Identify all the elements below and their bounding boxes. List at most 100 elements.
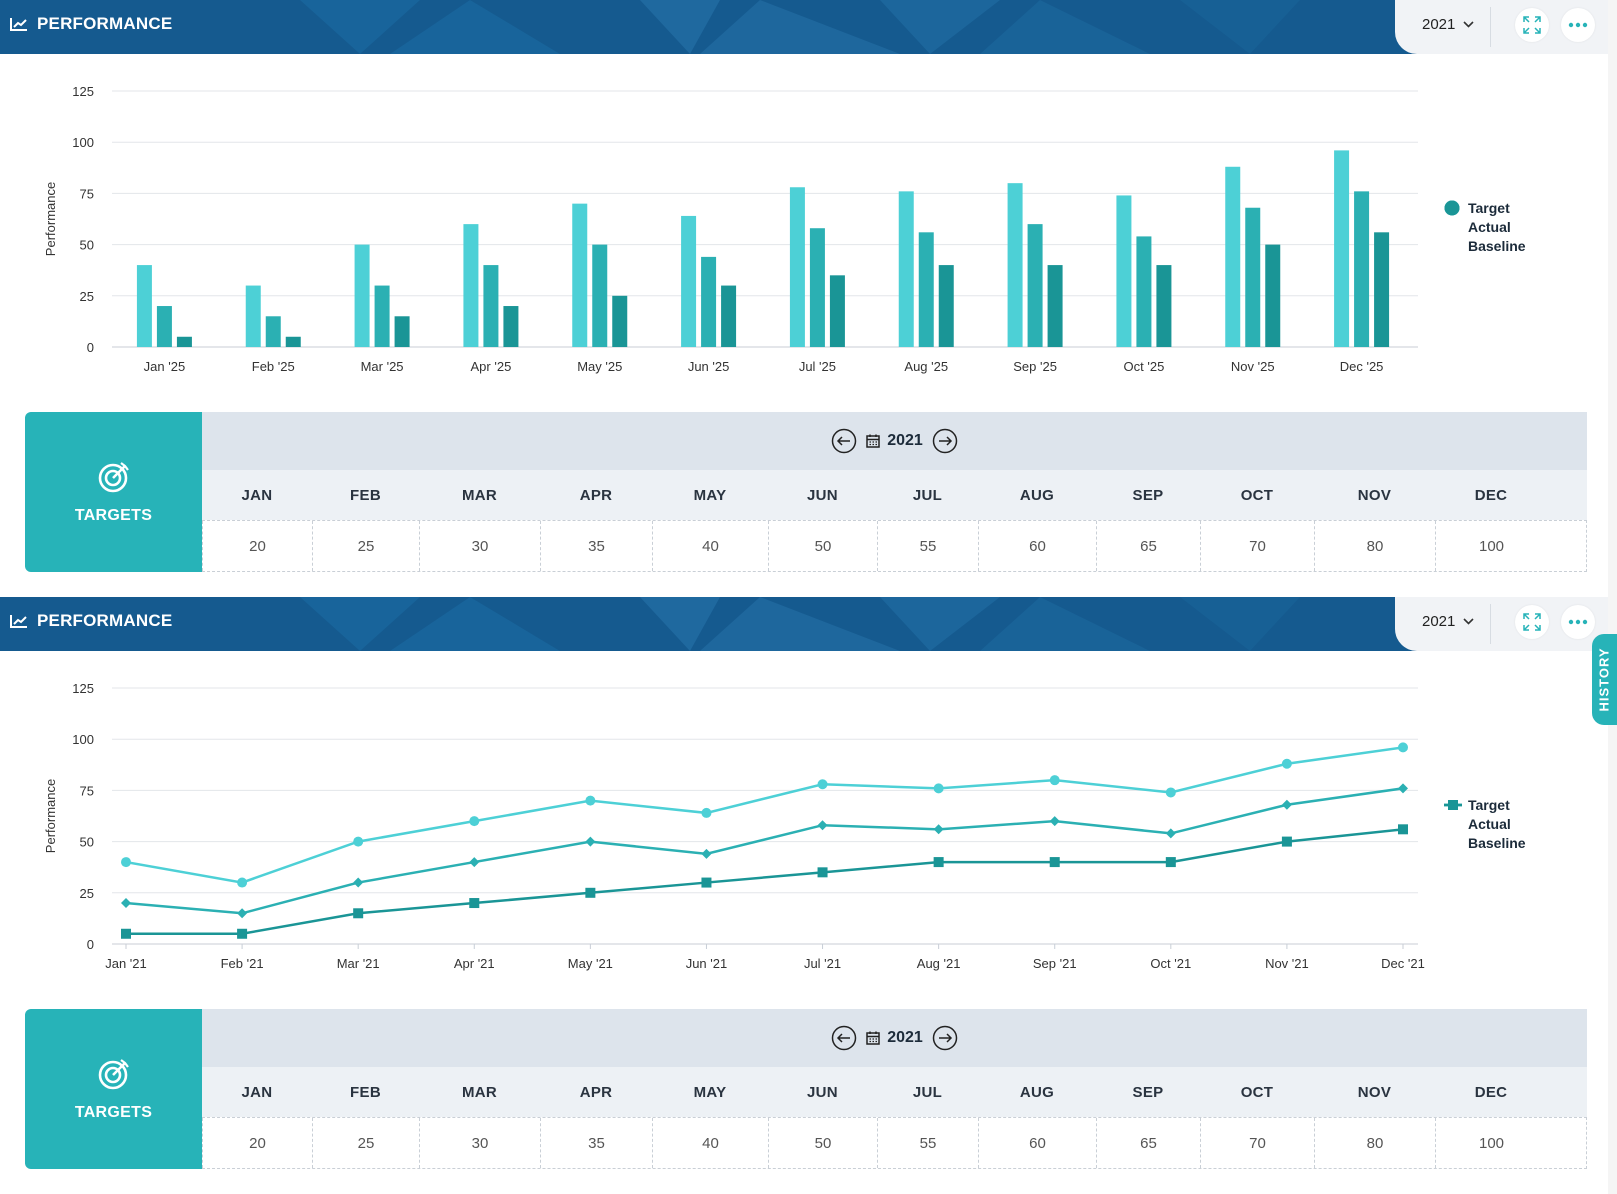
bar-actual[interactable] [156,306,172,347]
target-value-may[interactable]: 40 [652,521,768,571]
bar-actual[interactable] [1027,224,1043,347]
bar-target[interactable] [136,265,152,347]
target-value-sep[interactable]: 65 [1096,1118,1200,1168]
bar-actual[interactable] [1354,191,1370,347]
point-baseline[interactable] [817,867,828,878]
bar-baseline[interactable] [176,336,192,347]
bar-target[interactable] [681,215,697,347]
point-target[interactable] [701,807,712,818]
legend-item-actual[interactable]: Actual [1444,200,1526,235]
target-value-jan[interactable]: 20 [202,1118,312,1168]
point-actual[interactable] [1049,816,1060,827]
point-target[interactable] [933,783,944,794]
target-value-feb[interactable]: 25 [312,521,419,571]
more-options-button[interactable] [1561,8,1595,42]
target-value-dec[interactable]: 100 [1435,1118,1547,1168]
target-value-feb[interactable]: 25 [312,1118,419,1168]
point-actual[interactable] [701,848,712,859]
target-value-nov[interactable]: 80 [1314,521,1435,571]
bar-target[interactable] [1116,195,1132,347]
target-value-dec[interactable]: 100 [1435,521,1547,571]
point-baseline[interactable] [1281,836,1292,847]
point-target[interactable] [1165,787,1176,798]
target-value-sep[interactable]: 65 [1096,521,1200,571]
bar-target[interactable] [898,191,914,347]
point-baseline[interactable] [469,898,480,909]
point-baseline[interactable] [1049,857,1060,868]
bar-target[interactable] [789,187,805,347]
bar-baseline[interactable] [612,295,628,347]
point-target[interactable] [469,816,480,827]
point-target[interactable] [585,795,596,806]
bar-actual[interactable] [918,232,934,347]
legend-item-baseline[interactable]: Baseline [1444,200,1526,254]
point-target[interactable] [1398,742,1408,753]
bar-target[interactable] [1334,150,1350,347]
bar-baseline[interactable] [394,316,410,347]
point-baseline[interactable] [237,928,248,939]
target-value-mar[interactable]: 30 [419,521,540,571]
bar-target[interactable] [354,244,370,347]
target-value-aug[interactable]: 60 [978,521,1096,571]
next-year-arrow-icon[interactable] [932,1025,958,1051]
target-value-jun[interactable]: 50 [768,521,877,571]
target-value-jan[interactable]: 20 [202,521,312,571]
point-actual[interactable] [585,836,596,847]
bar-target[interactable] [1007,183,1023,347]
point-actual[interactable] [121,898,131,909]
previous-year-arrow-icon[interactable] [831,428,857,454]
bar-actual[interactable] [483,265,499,347]
bar-actual[interactable] [701,256,717,347]
bar-target[interactable] [1225,166,1241,347]
target-value-oct[interactable]: 70 [1200,521,1314,571]
more-options-button[interactable] [1561,605,1595,639]
point-actual[interactable] [469,857,480,868]
point-target[interactable] [353,836,364,847]
target-value-jul[interactable]: 55 [877,1118,978,1168]
point-target[interactable] [1281,758,1292,769]
bar-target[interactable] [245,285,261,347]
year-dropdown[interactable]: 2021 [1422,12,1474,36]
target-value-jun[interactable]: 50 [768,1118,877,1168]
target-value-oct[interactable]: 70 [1200,1118,1314,1168]
bar-baseline[interactable] [829,275,845,347]
point-actual[interactable] [817,820,828,831]
bar-actual[interactable] [1245,207,1261,347]
target-value-nov[interactable]: 80 [1314,1118,1435,1168]
point-actual[interactable] [353,877,364,888]
year-dropdown[interactable]: 2021 [1422,609,1474,633]
history-tab[interactable]: HISTORY [1592,634,1617,725]
bar-actual[interactable] [809,228,825,347]
bar-actual[interactable] [374,285,390,347]
legend-item-actual[interactable]: Actual [1444,800,1526,832]
target-value-jul[interactable]: 55 [877,521,978,571]
point-target[interactable] [121,857,131,868]
bar-baseline[interactable] [1047,265,1063,347]
legend-item-baseline[interactable]: Baseline [1444,800,1526,851]
point-baseline[interactable] [1398,824,1408,835]
point-target[interactable] [237,877,248,888]
bar-baseline[interactable] [1156,265,1172,347]
bar-actual[interactable] [592,244,608,347]
target-value-may[interactable]: 40 [652,1118,768,1168]
point-baseline[interactable] [701,877,712,888]
bar-actual[interactable] [1136,236,1152,347]
bar-baseline[interactable] [1374,232,1390,347]
bar-target[interactable] [572,203,588,347]
point-actual[interactable] [1281,799,1292,810]
point-actual[interactable] [237,908,248,919]
point-baseline[interactable] [353,908,364,919]
point-target[interactable] [817,779,828,790]
point-actual[interactable] [1398,783,1408,794]
bar-baseline[interactable] [1265,244,1281,347]
target-value-apr[interactable]: 35 [540,1118,652,1168]
bar-baseline[interactable] [721,285,737,347]
point-actual[interactable] [933,824,944,835]
target-value-mar[interactable]: 30 [419,1118,540,1168]
bar-target[interactable] [463,224,479,347]
point-baseline[interactable] [933,857,944,868]
expand-button[interactable] [1515,8,1549,42]
expand-button[interactable] [1515,605,1549,639]
point-target[interactable] [1049,775,1060,786]
point-actual[interactable] [1165,828,1176,839]
